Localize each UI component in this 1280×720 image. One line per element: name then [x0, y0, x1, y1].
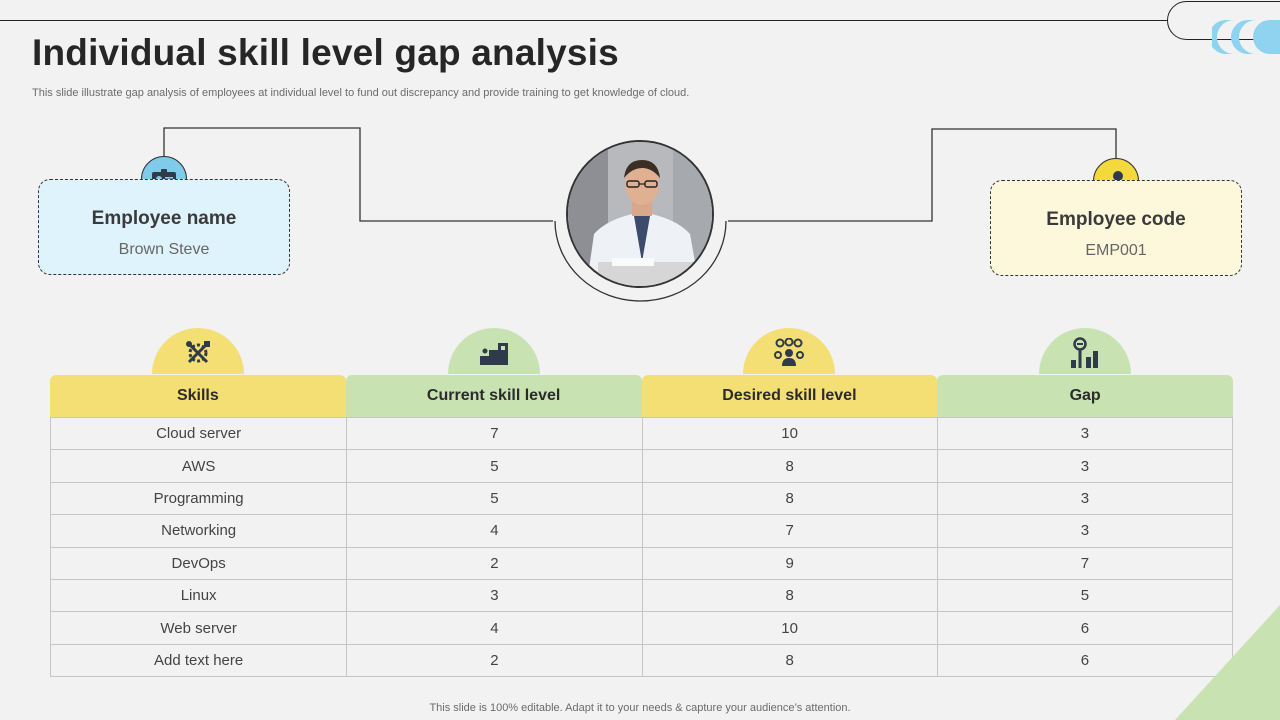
employee-photo — [566, 140, 714, 288]
table-row: Web server 4 10 6 — [51, 611, 1232, 644]
gap-cell: 3 — [936, 482, 1232, 515]
desired-level-cell: 8 — [641, 450, 937, 482]
steps-icon — [480, 343, 508, 365]
employee-code-card: Employee code EMP001 — [990, 180, 1242, 276]
current-level-cell: 7 — [346, 418, 641, 450]
header-current-skill-level: Current skill level — [345, 375, 642, 417]
table-row: AWS 5 8 3 — [51, 449, 1232, 482]
current-level-cell: 2 — [346, 547, 641, 579]
table-body: Cloud server 7 10 3 AWS 5 8 3 Programmin… — [50, 417, 1233, 678]
current-level-cell: 4 — [346, 515, 641, 547]
desired-level-cell: 8 — [641, 579, 937, 612]
table-header: Skills Current skill level Desired skill… — [50, 375, 1233, 417]
current-level-cell: 2 — [346, 644, 641, 677]
employee-code-label: Employee code — [1046, 209, 1186, 230]
employee-name-card: Employee name Brown Steve — [38, 179, 290, 275]
top-divider-line — [0, 20, 1170, 21]
skill-cell: Networking — [161, 522, 237, 540]
employee-portrait-icon — [568, 142, 712, 286]
employee-name-label: Employee name — [91, 208, 237, 229]
team-gears-icon — [774, 338, 804, 366]
gap-cell: 7 — [936, 547, 1232, 579]
header-gap: Gap — [937, 375, 1233, 417]
current-level-cell: 5 — [346, 482, 641, 515]
table-row: DevOps 2 9 7 — [51, 546, 1232, 579]
gap-cell: 6 — [936, 644, 1232, 677]
gap-cell: 3 — [936, 515, 1232, 547]
gap-cell: 6 — [936, 612, 1232, 644]
desired-level-cell: 7 — [641, 515, 937, 547]
desired-level-cell: 10 — [641, 418, 937, 450]
current-level-cell: 4 — [346, 612, 641, 644]
skill-cell: DevOps — [171, 554, 226, 572]
chevron-decoration-icon — [1212, 20, 1280, 54]
current-level-cell: 3 — [346, 579, 641, 612]
skill-cell: Programming — [153, 489, 244, 507]
header-desired-skill-level: Desired skill level — [641, 375, 938, 417]
header-skills: Skills — [50, 375, 346, 417]
skill-cell: Add text here — [154, 651, 244, 669]
tools-icon — [186, 341, 210, 364]
skill-cell: AWS — [181, 457, 216, 475]
employee-name-value: Brown Steve — [118, 241, 210, 258]
desired-level-cell: 8 — [641, 644, 937, 677]
employee-code-value: EMP001 — [1085, 242, 1147, 259]
skill-gap-table: Skills Current skill level Desired skill… — [50, 375, 1233, 678]
current-skill-dome — [448, 328, 540, 374]
page-title: Individual skill level gap analysis — [32, 32, 619, 73]
skill-cell: Web server — [160, 619, 237, 637]
page-subtitle: This slide illustrate gap analysis of em… — [32, 87, 690, 99]
gap-cell: 5 — [936, 579, 1232, 612]
table-row: Linux 3 8 5 — [51, 578, 1232, 612]
gap-cell: 3 — [936, 418, 1232, 450]
table-row: Programming 5 8 3 — [51, 481, 1232, 515]
desired-level-cell: 9 — [641, 547, 937, 579]
skill-cell: Cloud server — [156, 425, 242, 443]
footer-note: This slide is 100% editable. Adapt it to… — [429, 702, 851, 714]
gap-signpost-icon — [1071, 337, 1098, 368]
table-row: Add text here 2 8 6 — [51, 643, 1232, 677]
gap-dome — [1039, 328, 1131, 374]
desired-level-cell: 10 — [641, 612, 937, 644]
current-level-cell: 5 — [346, 450, 641, 482]
skills-dome — [152, 328, 244, 374]
photo-ring-decoration — [554, 220, 727, 302]
gap-cell: 3 — [936, 450, 1232, 482]
table-row: Networking 4 7 3 — [51, 514, 1232, 547]
skill-cell: Linux — [180, 587, 217, 605]
desired-skill-dome — [743, 328, 835, 374]
desired-level-cell: 8 — [641, 482, 937, 515]
table-row: Cloud server 7 10 3 — [51, 417, 1232, 450]
corner-triangle-decoration — [1175, 605, 1280, 720]
